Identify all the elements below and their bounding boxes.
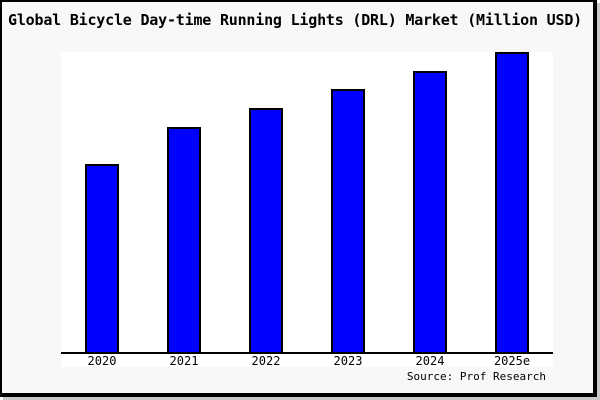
bar-slot-2023 — [307, 52, 389, 352]
x-tick-label-2021: 2021 — [169, 354, 199, 368]
chart-title: Global Bicycle Day-time Running Lights (… — [8, 11, 582, 29]
bar-2023 — [331, 88, 365, 352]
bar-2025e — [495, 52, 529, 352]
bar-2020 — [85, 163, 119, 352]
x-tick-label-2020: 2020 — [87, 354, 117, 368]
bar-slot-2024 — [389, 52, 471, 352]
bar-slot-2025e — [471, 52, 553, 352]
plot-area: 2020 2021 2022 2023 2024 2025e — [61, 52, 553, 367]
x-axis-line — [61, 352, 553, 354]
bar-slot-2020 — [61, 52, 143, 352]
bar-2021 — [167, 127, 201, 352]
source-note: Source: Prof Research — [406, 370, 546, 383]
bar-slot-2021 — [143, 52, 225, 352]
x-tick-label-2025e: 2025e — [493, 354, 531, 368]
x-axis-labels: 2020 2021 2022 2023 2024 2025e — [61, 355, 553, 367]
bars-row — [61, 52, 553, 352]
x-tick-label-2022: 2022 — [251, 354, 281, 368]
x-tick-label-2024: 2024 — [415, 354, 445, 368]
x-tick-label-2023: 2023 — [333, 354, 363, 368]
bar-2022 — [249, 108, 283, 352]
bar-2024 — [413, 70, 447, 352]
bar-slot-2022 — [225, 52, 307, 352]
